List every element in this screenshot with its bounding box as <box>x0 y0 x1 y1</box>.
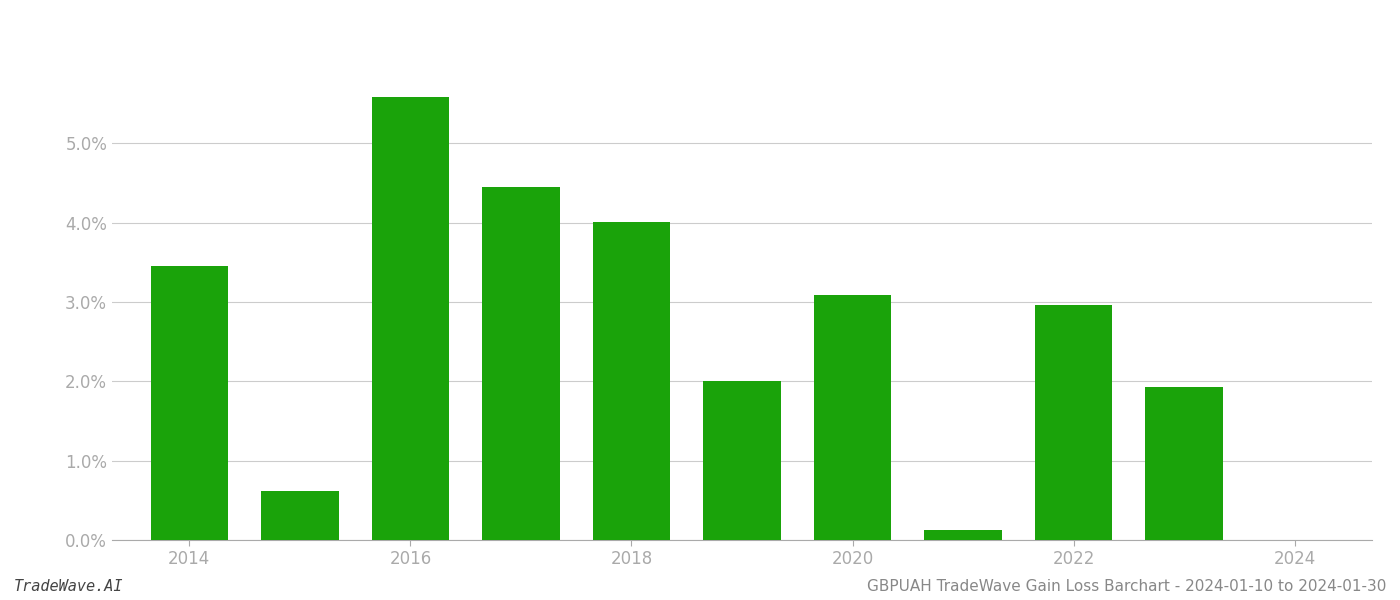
Bar <box>372 97 449 540</box>
Bar <box>482 187 560 540</box>
Bar <box>703 381 781 540</box>
Bar <box>813 295 892 540</box>
Text: GBPUAH TradeWave Gain Loss Barchart - 2024-01-10 to 2024-01-30: GBPUAH TradeWave Gain Loss Barchart - 20… <box>867 579 1386 594</box>
Bar <box>262 491 339 540</box>
Text: TradeWave.AI: TradeWave.AI <box>14 579 123 594</box>
Bar <box>151 266 228 540</box>
Bar <box>592 222 671 540</box>
Bar <box>924 530 1002 540</box>
Bar <box>1035 305 1112 540</box>
Bar <box>1145 387 1222 540</box>
